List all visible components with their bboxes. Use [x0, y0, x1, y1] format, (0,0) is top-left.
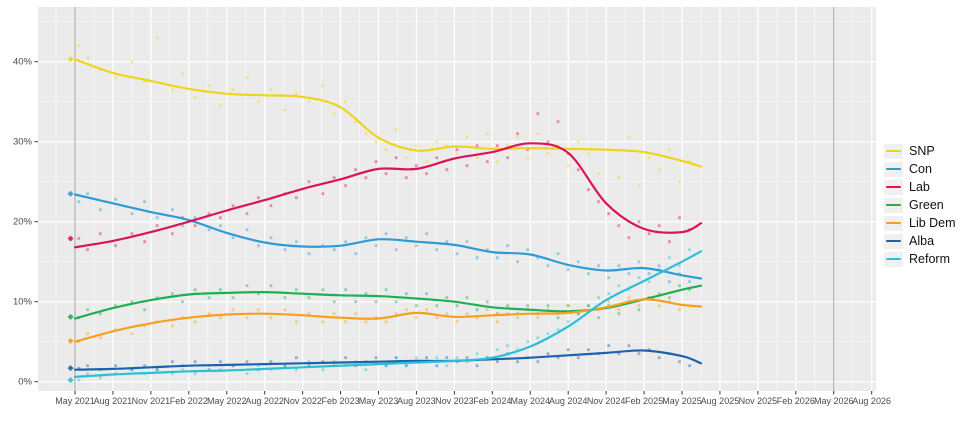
trend-line-lib-dem: [73, 298, 703, 343]
legend-swatch-alba: [886, 239, 901, 243]
y-tick-label: 40%: [13, 57, 33, 68]
x-tick-label: Aug 2024: [549, 396, 588, 406]
legend-label-snp: SNP: [909, 143, 935, 158]
legend-label-lib-dem: Lib Dem: [909, 215, 956, 230]
x-tick-label: Nov 2021: [132, 396, 171, 406]
x-tick-label: Aug 2026: [852, 396, 891, 406]
legend-key-snp: [884, 143, 903, 159]
x-tick-label: Feb 2026: [777, 396, 815, 406]
legend-item-reform: Reform: [884, 250, 956, 268]
x-tick-label: Nov 2024: [587, 396, 626, 406]
x-tick-label: Aug 2022: [245, 396, 284, 406]
x-tick-label: May 2023: [359, 396, 399, 406]
y-tick-label: 0%: [18, 377, 32, 388]
legend-item-snp: SNP: [884, 142, 956, 160]
legend-label-green: Green: [909, 197, 944, 212]
x-tick-label: Feb 2025: [625, 396, 663, 406]
legend-key-con: [884, 161, 903, 177]
x-tick-label: Feb 2024: [473, 396, 511, 406]
x-tick-label: Feb 2023: [322, 396, 360, 406]
y-tick-label: 20%: [13, 217, 33, 228]
x-tick-label: Nov 2023: [435, 396, 474, 406]
legend-key-reform: [884, 251, 903, 267]
legend-label-con: Con: [909, 161, 932, 176]
gridlines: [38, 7, 876, 391]
legend-label-alba: Alba: [909, 233, 935, 248]
x-tick-label: May 2022: [207, 396, 247, 406]
x-tick-label: May 2025: [662, 396, 702, 406]
x-tick-label: May 2021: [55, 396, 95, 406]
x-tick-label: Feb 2022: [170, 396, 208, 406]
legend-key-alba: [884, 233, 903, 249]
trend-line-lab: [73, 142, 703, 249]
y-tick-label: 30%: [13, 137, 33, 148]
legend-label-lab: Lab: [909, 179, 930, 194]
legend-item-con: Con: [884, 160, 956, 178]
legend-swatch-lib-dem: [886, 221, 901, 225]
x-tick-label: Nov 2022: [283, 396, 322, 406]
election-2021-result-points: [67, 56, 74, 384]
poll-points-snp: [77, 36, 691, 188]
legend-item-alba: Alba: [884, 232, 956, 250]
poll-points-con: [77, 192, 691, 284]
legend-swatch-lab: [886, 185, 901, 189]
legend-item-lab: Lab: [884, 178, 956, 196]
legend-swatch-con: [886, 167, 901, 171]
chart-panel: [38, 7, 876, 391]
legend-item-green: Green: [884, 196, 956, 214]
trend-line-snp: [73, 58, 703, 168]
poll-points-green: [77, 284, 691, 320]
y-axis: 0% 10% 20% 30% 40%: [13, 57, 38, 388]
legend-key-green: [884, 197, 903, 213]
x-tick-label: May 2024: [510, 396, 550, 406]
legend-key-lib-dem: [884, 215, 903, 231]
chart-legend: SNP Con Lab Green Lib Dem Alba Reform: [884, 142, 956, 268]
x-tick-label: Aug 2023: [397, 396, 436, 406]
x-tick-label: May 2026: [814, 396, 854, 406]
x-tick-label: Nov 2025: [739, 396, 778, 406]
trend-line-reform: [73, 250, 703, 378]
legend-swatch-snp: [886, 149, 901, 153]
x-tick-label: Aug 2025: [701, 396, 740, 406]
legend-item-lib-dem: Lib Dem: [884, 214, 956, 232]
legend-swatch-reform: [886, 257, 901, 261]
legend-key-lab: [884, 179, 903, 195]
x-tick-label: Aug 2021: [94, 396, 133, 406]
legend-swatch-green: [886, 203, 901, 207]
legend-label-reform: Reform: [909, 251, 950, 266]
trend-line-alba: [73, 349, 703, 371]
trend-line-con: [73, 193, 703, 280]
y-tick-label: 10%: [13, 297, 33, 308]
